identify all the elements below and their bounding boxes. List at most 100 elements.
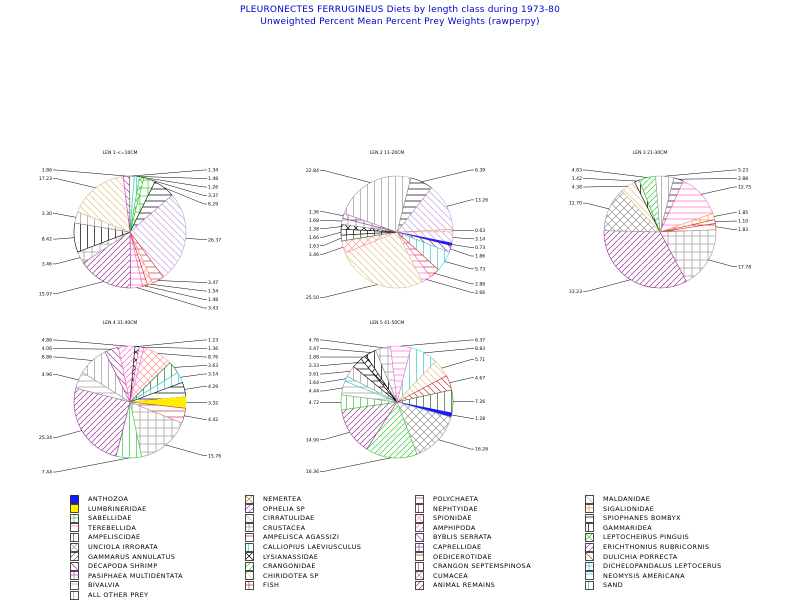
legend-swatch xyxy=(70,581,79,590)
legend-item-sand: SAND xyxy=(585,580,623,590)
leader-line xyxy=(451,244,474,248)
legend-item-byblis-serrata: BYBLIS SERRATA xyxy=(415,532,492,542)
slice-value-label: 16.36 xyxy=(306,469,319,475)
pie-slice-all-other-prey xyxy=(655,175,675,233)
legend-label: LEPTOCHEIRUS PINGUIS xyxy=(603,533,690,542)
legend-item-all-other-prey: ALL OTHER PREY xyxy=(70,590,149,600)
leader-line xyxy=(53,430,82,438)
leader-line xyxy=(53,348,112,350)
legend-label: OEDICEROTIDAE xyxy=(433,552,492,561)
slice-value-label: 1.86 xyxy=(42,168,52,174)
legend-label: PASIPHAEA MULTIDENTATA xyxy=(88,571,183,580)
leader-line xyxy=(157,353,207,358)
slice-value-label: 1.88 xyxy=(309,355,319,361)
legend-label: POLYCHAETA xyxy=(433,495,479,503)
pie-title: LEN 5 41-50CM xyxy=(370,320,405,326)
slice-value-label: 2.66 xyxy=(475,290,485,296)
legend-label: SPIONIDAE xyxy=(433,514,472,523)
legend-item-ophelia-sp: OPHELIA SP xyxy=(245,504,305,514)
leader-line xyxy=(136,287,207,309)
legend-swatch xyxy=(70,533,79,542)
legend-item-spionidae: SPIONIDAE xyxy=(415,513,472,523)
leader-line xyxy=(145,285,207,300)
leader-line xyxy=(136,176,207,179)
legend-swatch xyxy=(415,523,424,533)
leader-line xyxy=(451,414,474,419)
slice-value-label: 5.23 xyxy=(738,168,748,174)
legend-swatch xyxy=(70,513,79,523)
slice-value-label: 1.68 xyxy=(309,218,319,224)
leader-line xyxy=(320,362,358,366)
legend-swatch xyxy=(245,581,254,590)
legend-swatch xyxy=(70,552,79,561)
slice-value-label: 1.54 xyxy=(208,289,218,295)
slice-value-label: 13.26 xyxy=(475,198,488,204)
leader-line xyxy=(141,176,207,188)
legend-item-maldanidae: MALDANIDAE xyxy=(585,494,650,504)
legend-label: AMPHIPODA xyxy=(433,523,476,532)
legend-item-bivalvia: BIVALVIA xyxy=(70,580,120,590)
leader-line xyxy=(583,202,610,210)
leader-line xyxy=(173,365,207,368)
legend-label: MALDANIDAE xyxy=(603,495,651,503)
leader-line xyxy=(426,279,474,293)
slice-value-label: 1.42 xyxy=(572,176,582,182)
leader-line xyxy=(320,226,342,229)
leader-line xyxy=(53,281,104,295)
slice-value-label: 4.72 xyxy=(309,400,319,406)
leader-line xyxy=(320,170,371,183)
slice-value-label: 4.06 xyxy=(42,346,52,352)
legend-label: LYSIANASSIDAE xyxy=(263,552,319,561)
pie-title: LEN 4 31-40CM xyxy=(103,320,138,326)
slice-value-label: 8.86 xyxy=(42,355,52,361)
leader-line xyxy=(320,387,343,392)
leader-line xyxy=(184,386,207,390)
legend-swatch xyxy=(245,533,254,542)
slice-value-label: 7.44 xyxy=(42,470,52,476)
slice-value-label: 3.43 xyxy=(208,306,218,312)
pie-slice-crustacea xyxy=(659,229,717,282)
slice-value-label: 17.78 xyxy=(738,264,751,270)
slice-value-label: 1.34 xyxy=(208,168,218,174)
slice-value-label: 4.96 xyxy=(42,372,52,378)
pie-slice-animal-remains xyxy=(82,231,131,289)
legend-label: FISH xyxy=(263,581,280,590)
slice-value-label: 1.63 xyxy=(309,243,319,249)
slice-value-label: 0.73 xyxy=(475,245,485,251)
legend-item-sigalionidae: SIGALIONIDAE xyxy=(585,504,654,514)
legend-item-polychaeta: POLYCHAETA xyxy=(415,494,478,504)
slice-value-label: 1.48 xyxy=(208,297,218,303)
leader-line xyxy=(137,339,207,347)
legend-swatch xyxy=(415,571,424,581)
legend-label: CRUSTACEA xyxy=(263,523,306,532)
chart-title: PLEURONECTES FERRUGINEUS Diets by length… xyxy=(239,5,561,15)
legend-swatch xyxy=(70,494,79,504)
leader-line xyxy=(320,211,344,217)
leader-line xyxy=(452,237,474,240)
leader-line xyxy=(421,169,474,183)
pie-title: LEN 1 <=10CM xyxy=(103,150,138,156)
legend-swatch xyxy=(70,504,79,513)
legend-label: CHIRIDOTEA SP xyxy=(263,571,319,580)
legend-label: AMPELISCA AGASSIZI xyxy=(263,533,340,542)
leader-line xyxy=(583,178,637,182)
legend-item-animal-remains: ANIMAL REMAINS xyxy=(415,580,495,590)
legend-label: BIVALVIA xyxy=(88,581,120,590)
pie-slice-cumacea xyxy=(396,401,452,455)
slice-value-label: 3.37 xyxy=(208,193,218,199)
legend-item-crustacea: CRUSTACEA xyxy=(245,523,305,533)
pie-chart-3: LEN 3 21-30CM 5.23 2.88 12.75 1.85 1.10 1.83 17… xyxy=(569,150,751,295)
slice-value-label: 1.48 xyxy=(208,176,218,182)
slice-value-label: 22.84 xyxy=(306,168,319,174)
legend-item-gammaridea: GAMMARIDEA xyxy=(585,523,652,533)
legend-swatch xyxy=(585,561,594,571)
legend-swatch xyxy=(415,504,424,513)
leader-line xyxy=(438,439,474,450)
slice-value-label: 1.23 xyxy=(208,338,218,344)
legend-swatch xyxy=(415,513,424,523)
legend-label: DECAPODA SHRIMP xyxy=(88,562,158,571)
legend: ANTHOZOA LUMBRINERIDAE SABELLIDAE TEREBELLI… xyxy=(70,494,800,600)
pie-charts-area: LEN 1 <=10CM 1.34 1.48 1.26 3.37 6.29 26.37 3.4… xyxy=(39,150,751,476)
slice-value-label: 8.76 xyxy=(208,355,218,361)
pie-title: LEN 2 11-20CM xyxy=(370,150,405,156)
